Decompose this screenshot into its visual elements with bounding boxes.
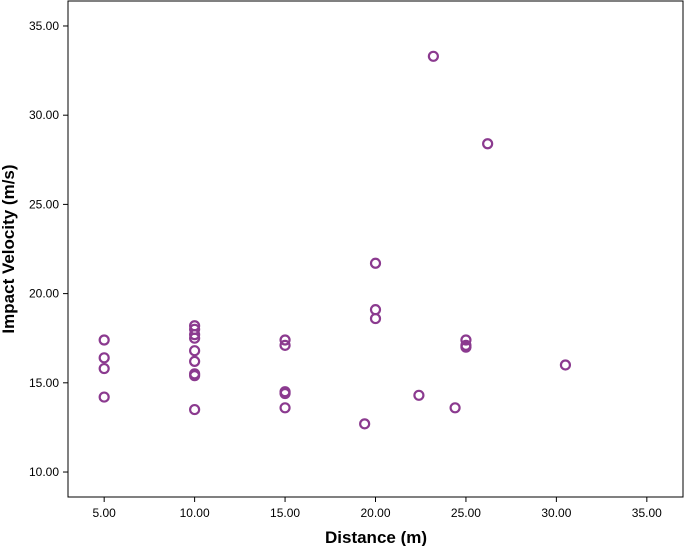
x-tick-label: 30.00	[541, 506, 571, 520]
data-point	[98, 362, 110, 375]
x-tick-label: 5.00	[92, 506, 116, 520]
data-point	[427, 50, 439, 62]
data-point	[482, 138, 494, 150]
data-point	[279, 402, 291, 414]
data-point	[359, 418, 371, 430]
data-point	[98, 352, 110, 364]
data-point	[98, 391, 110, 403]
data-point	[369, 312, 382, 325]
data-point	[449, 402, 461, 414]
data-point	[189, 370, 201, 382]
data-point	[189, 332, 201, 344]
y-axis-ticks: 10.00 15.00 20.00 25.00 30.00 35.00	[29, 19, 68, 479]
x-tick-label: 35.00	[632, 506, 662, 520]
plot-area	[67, 0, 684, 498]
data-point	[460, 334, 472, 346]
data-points	[98, 50, 572, 430]
y-tick-label: 35.00	[29, 19, 59, 33]
y-tick-label: 30.00	[29, 108, 59, 122]
y-tick-label: 25.00	[29, 197, 59, 211]
y-tick-label: 15.00	[29, 376, 59, 390]
data-point	[460, 341, 472, 353]
x-tick-label: 10.00	[180, 506, 210, 520]
y-tick-label: 20.00	[29, 287, 59, 301]
y-axis-title: Impact Velocity (m/s)	[0, 164, 18, 333]
data-point	[189, 403, 201, 416]
data-point	[279, 387, 291, 400]
data-point	[369, 257, 382, 269]
x-tick-label: 15.00	[270, 506, 300, 520]
y-tick-label: 10.00	[29, 465, 59, 479]
data-point	[279, 334, 291, 346]
data-point	[189, 345, 201, 357]
data-point	[189, 355, 201, 368]
data-point	[189, 329, 201, 341]
data-point	[559, 359, 572, 371]
x-tick-label: 25.00	[451, 506, 481, 520]
x-tick-label: 20.00	[360, 506, 390, 520]
data-point	[279, 339, 291, 351]
x-axis-title: Distance (m)	[325, 528, 427, 546]
data-point	[413, 389, 425, 401]
data-point	[98, 334, 110, 346]
x-axis-ticks: 5.00 10.00 15.00 20.00 25.00 30.00 35.00	[92, 497, 662, 520]
